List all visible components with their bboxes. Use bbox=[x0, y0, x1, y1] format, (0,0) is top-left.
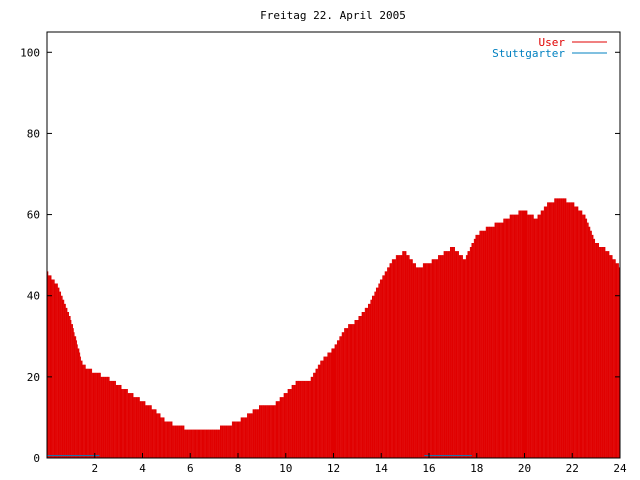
x-tick-label: 24 bbox=[613, 462, 627, 475]
x-tick-label: 20 bbox=[518, 462, 531, 475]
y-tick-label: 80 bbox=[27, 127, 40, 140]
x-tick-label: 18 bbox=[470, 462, 483, 475]
x-axis: 2 4 6 8 10 12 14 16 18 20 22 24 bbox=[91, 453, 627, 475]
x-tick-label: 4 bbox=[139, 462, 146, 475]
y-axis: 0 20 40 60 80 100 bbox=[20, 46, 620, 465]
bar-highlight bbox=[523, 210, 526, 458]
bar-highlight bbox=[332, 348, 335, 458]
y-tick-label: 40 bbox=[27, 290, 40, 303]
y-tick-label: 100 bbox=[20, 46, 40, 59]
legend-label-user: User bbox=[539, 36, 566, 49]
y-tick-label: 60 bbox=[27, 209, 40, 222]
y-tick-label: 20 bbox=[27, 371, 40, 384]
legend: User Stuttgarter bbox=[492, 36, 607, 60]
legend-label-stuttgarter: Stuttgarter bbox=[492, 47, 565, 60]
x-tick-label: 16 bbox=[422, 462, 435, 475]
user-bars bbox=[46, 198, 621, 458]
x-tick-label: 10 bbox=[279, 462, 292, 475]
x-tick-label: 14 bbox=[375, 462, 389, 475]
x-tick-label: 12 bbox=[327, 462, 340, 475]
x-tick-label: 6 bbox=[187, 462, 194, 475]
y-tick-label: 0 bbox=[33, 452, 40, 465]
chart-title: Freitag 22. April 2005 bbox=[260, 9, 406, 22]
x-tick-label: 8 bbox=[235, 462, 242, 475]
x-tick-label: 22 bbox=[566, 462, 579, 475]
x-tick-label: 2 bbox=[91, 462, 98, 475]
